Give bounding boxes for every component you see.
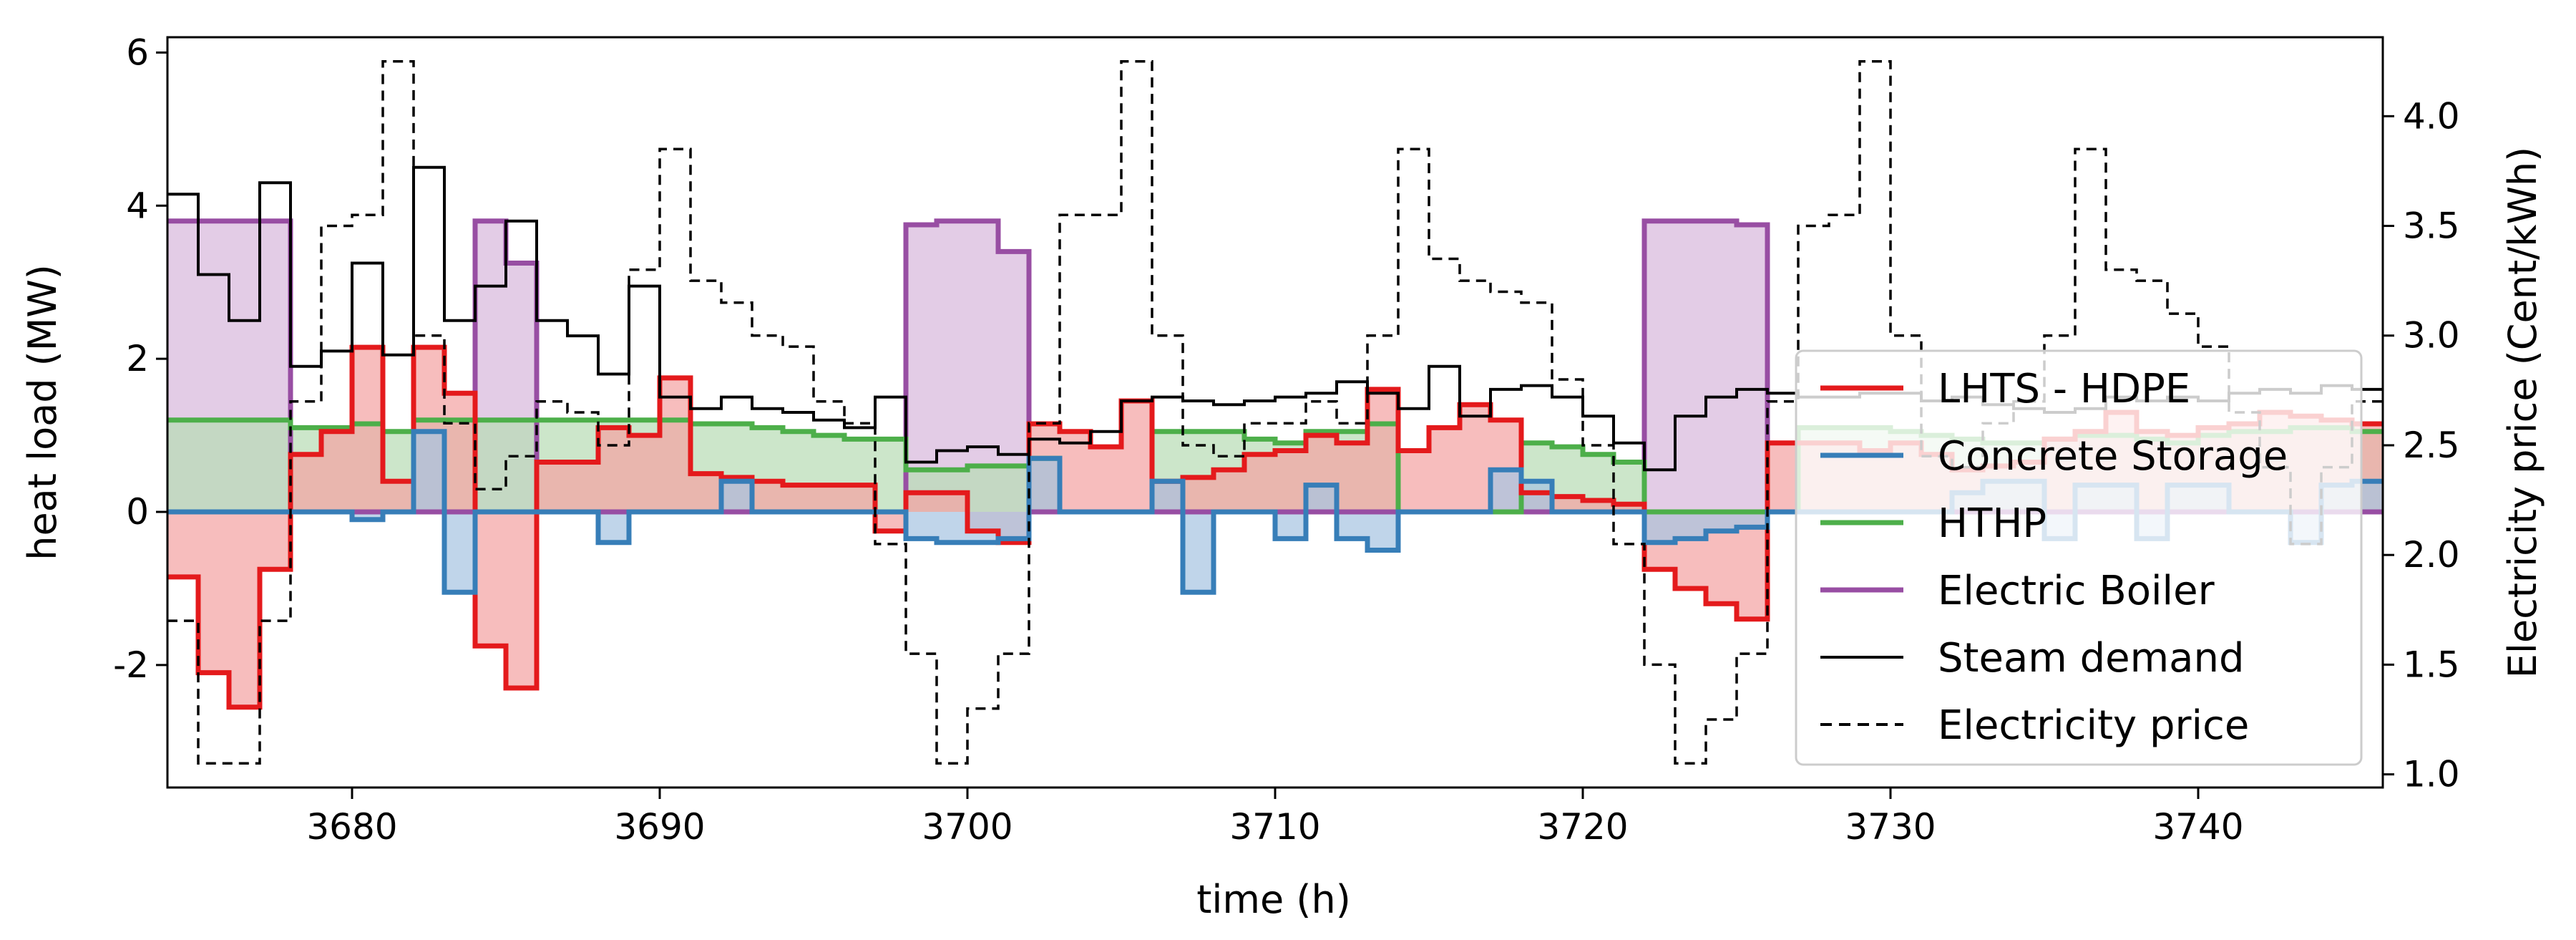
series-line-electricity-price (167, 59, 2383, 765)
legend-label-hthp: HTHP (1938, 500, 2046, 547)
left-y-tick-label: -2 (113, 644, 149, 686)
legend-label-steam-demand: Steam demand (1938, 635, 2245, 682)
right-y-tick-label: 1.5 (2403, 644, 2460, 685)
right-y-tick-label: 3.5 (2403, 205, 2460, 247)
left-y-axis-title: heat load (MW) (20, 264, 65, 561)
legend-label-electric-boiler: Electric Boiler (1938, 568, 2215, 614)
x-tick-label: 3720 (1537, 806, 1628, 848)
right-y-tick-label: 1.0 (2403, 754, 2460, 795)
legend-label-concrete-storage: Concrete Storage (1938, 433, 2288, 480)
axes: 3680 3690 3700 3710 3720 3730 3740 -2 0 2 4 6 1.0 1.5… (113, 32, 2459, 848)
left-y-tick-label: 6 (126, 32, 149, 73)
right-y-tick-label: 2.5 (2403, 425, 2460, 466)
left-y-tick-label: 0 (126, 491, 149, 533)
legend-box (1795, 349, 2363, 766)
right-y-axis-title: Electricity price (Cent/kWh) (2500, 147, 2545, 679)
x-tick-label: 3700 (922, 806, 1013, 848)
x-axis-title: time (h) (1196, 877, 1351, 922)
legend: LHTS - HDPE Concrete Storage HTHP Electric … (1795, 349, 2363, 766)
x-tick-label: 3730 (1845, 806, 1936, 848)
right-y-tick-label: 3.0 (2403, 315, 2460, 357)
x-tick-label: 3710 (1229, 806, 1320, 848)
x-tick-label: 3680 (306, 806, 397, 848)
right-y-tick-label: 2.0 (2403, 534, 2460, 576)
x-tick-label: 3690 (614, 806, 705, 848)
right-y-tick-label: 4.0 (2403, 95, 2460, 137)
x-tick-label: 3740 (2152, 806, 2243, 848)
left-y-tick-label: 4 (126, 185, 149, 226)
left-y-tick-label: 2 (126, 338, 149, 379)
legend-label-lhts-hdpe: LHTS - HDPE (1938, 366, 2190, 412)
legend-label-electricity-price: Electricity price (1938, 702, 2249, 749)
